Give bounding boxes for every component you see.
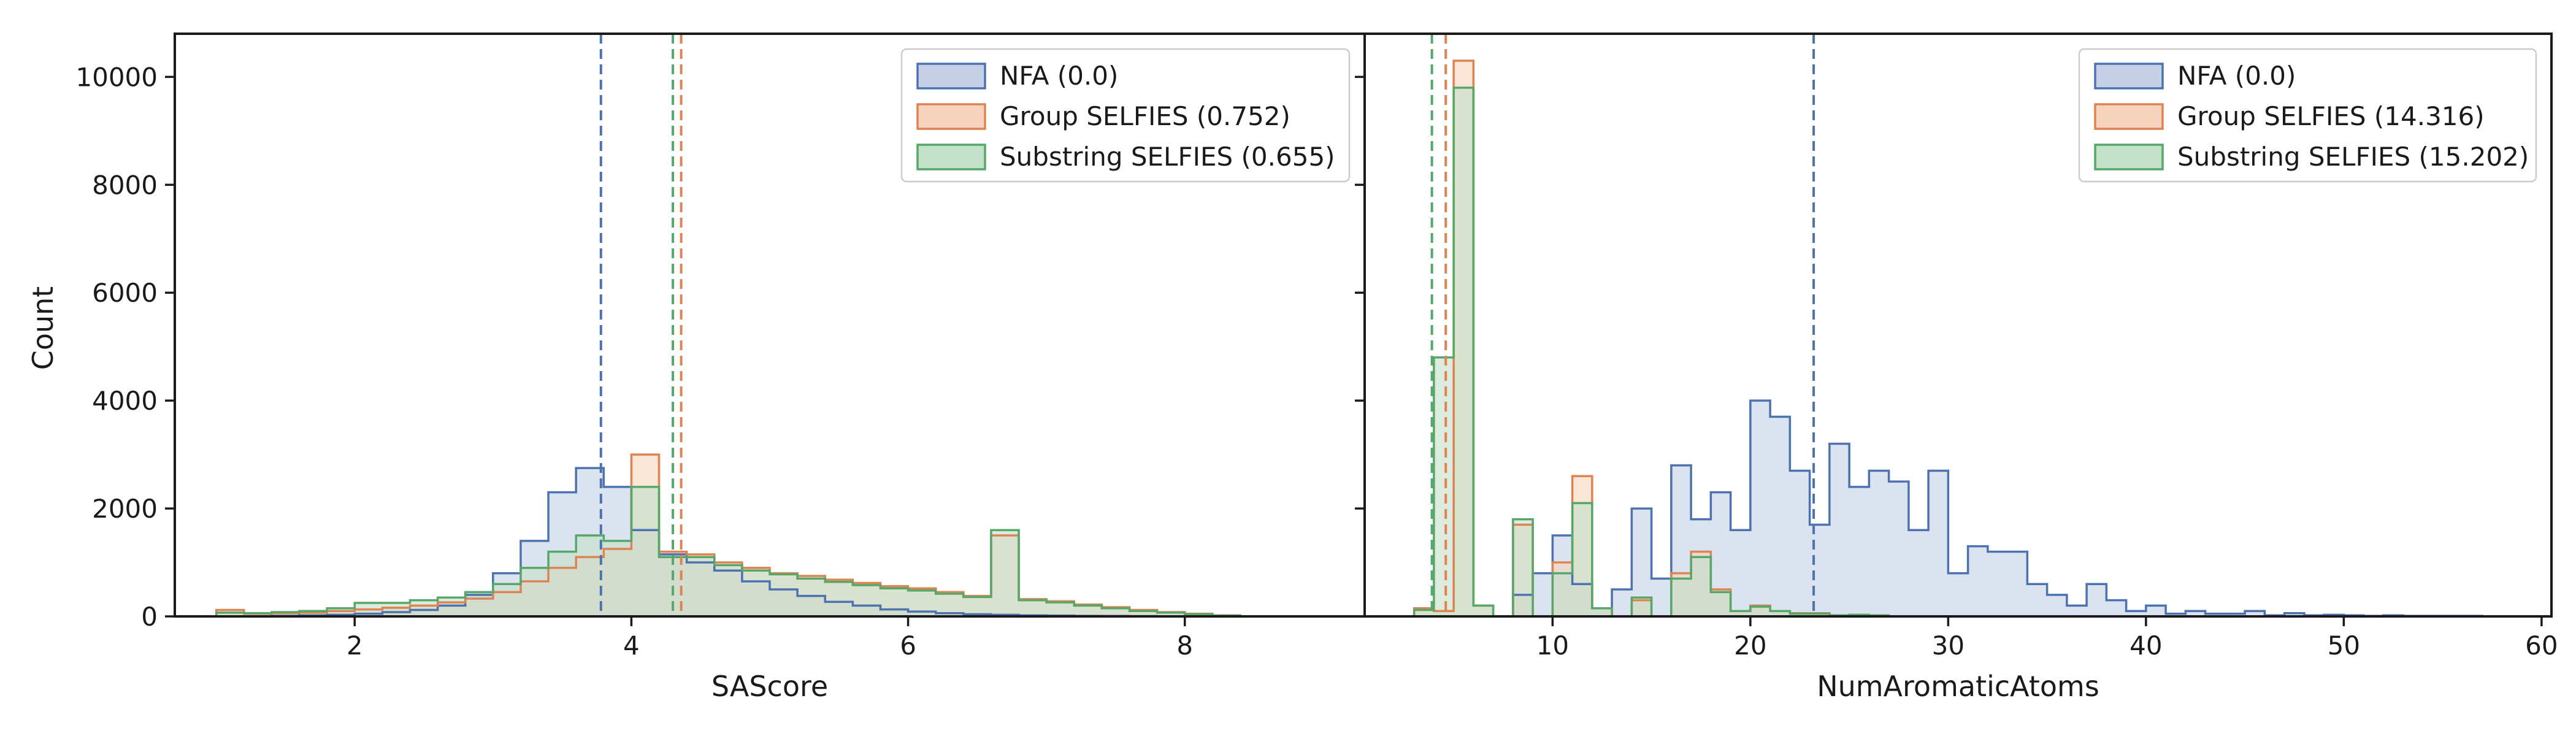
y-axis-label: Count	[26, 286, 59, 370]
legend-swatch	[916, 63, 986, 90]
legend-swatch	[916, 103, 986, 130]
histogram-fill-series-0	[1454, 401, 2483, 616]
legend-label: NFA (0.0)	[2177, 61, 2296, 91]
panel-num-aromatic-atoms: 10 20 30 40 50 60 NumAromaticAtoms NFA (0.0) Gro…	[1355, 33, 2558, 703]
histogram-outline-series-2	[215, 486, 1241, 616]
legend-label: Group SELFIES (14.316)	[2177, 101, 2485, 131]
y-tick-label: 10000	[75, 62, 158, 92]
plot-area	[215, 34, 1241, 616]
legend-swatch	[2094, 63, 2164, 90]
legend-swatch	[2094, 103, 2164, 130]
legend: NFA (0.0) Group SELFIES (14.316) Substring…	[2078, 48, 2537, 183]
x-tick-label: 50	[2328, 631, 2360, 661]
legend-swatch	[916, 144, 986, 171]
panel-sascore: 2 4 6 8 0 2000 4000 6000 8000 10000 SAScore NFA (0.…	[75, 33, 1366, 703]
x-tick-label: 10	[1536, 631, 1569, 661]
legend-label: Substring SELFIES (0.655)	[1000, 142, 1335, 172]
histogram-fill-series-2	[216, 486, 1240, 616]
x-tick-label: 4	[623, 631, 640, 661]
x-axis-label: SAScore	[711, 670, 828, 703]
legend-label: Group SELFIES (0.752)	[1000, 101, 1290, 131]
x-tick-label: 8	[1176, 631, 1193, 661]
plot-area	[1413, 34, 2483, 616]
y-tick-label: 8000	[92, 170, 158, 200]
legend-label: NFA (0.0)	[1000, 61, 1118, 91]
legend-box	[2078, 48, 2537, 183]
legend-box	[900, 48, 1351, 183]
y-tick-label: 6000	[92, 278, 158, 308]
x-tick-label: 40	[2129, 631, 2162, 661]
x-axis-label: NumAromaticAtoms	[1817, 670, 2099, 703]
x-tick-label: 30	[1932, 631, 1965, 661]
histogram-fill-series-2	[1414, 87, 1889, 616]
axes-frame	[1363, 33, 2553, 618]
x-tick-label: 20	[1734, 631, 1766, 661]
x-tick-label: 6	[900, 631, 916, 661]
legend-label: Substring SELFIES (15.202)	[2177, 142, 2529, 172]
y-tick-label: 0	[141, 602, 158, 632]
x-tick-label: 2	[347, 631, 363, 661]
x-tick-label: 60	[2525, 631, 2558, 661]
y-tick-label: 4000	[92, 386, 158, 416]
legend-swatch	[2094, 144, 2164, 171]
histogram-outline-series-2	[1413, 86, 1890, 616]
histogram-outline-series-0	[1454, 399, 2483, 616]
y-tick-label: 2000	[92, 494, 158, 524]
legend: NFA (0.0) Group SELFIES (0.752) Substring …	[900, 48, 1351, 183]
